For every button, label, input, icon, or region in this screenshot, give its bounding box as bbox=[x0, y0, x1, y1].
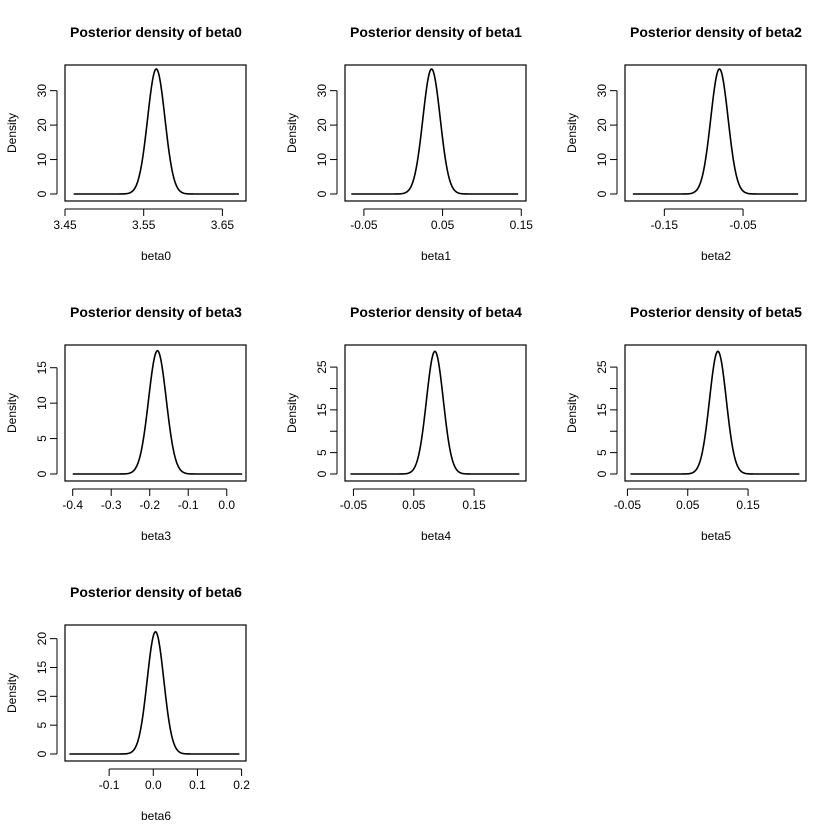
y-tick-label: 15 bbox=[315, 403, 329, 417]
y-axis-label: Density bbox=[565, 393, 579, 433]
x-tick-label: 0.15 bbox=[510, 218, 534, 232]
y-tick-label: 0 bbox=[315, 470, 329, 477]
y-tick-label: 15 bbox=[35, 361, 49, 375]
x-tick-label: -0.15 bbox=[651, 218, 679, 232]
y-axis-label: Density bbox=[5, 393, 19, 433]
density-curve bbox=[73, 68, 240, 195]
x-axis-label: beta1 bbox=[421, 249, 451, 263]
y-tick-label: 15 bbox=[595, 403, 609, 417]
y-tick-label: 10 bbox=[35, 396, 49, 410]
density-panel-2: Posterior density of beta2 -0.15 -0.05 beta… bbox=[565, 24, 807, 263]
x-tick-label: 0.15 bbox=[462, 498, 486, 512]
y-tick-label: 30 bbox=[595, 84, 609, 98]
y-tick-label: 5 bbox=[595, 449, 609, 456]
x-axis-label: beta5 bbox=[701, 529, 731, 543]
y-tick-label: 20 bbox=[315, 118, 329, 132]
x-tick-label: 0.15 bbox=[736, 498, 760, 512]
x-tick-label: 0.05 bbox=[676, 498, 700, 512]
x-axis-label: beta4 bbox=[421, 529, 451, 543]
chart-title: Posterior density of beta0 bbox=[70, 24, 242, 40]
plot-frame bbox=[344, 344, 527, 482]
y-tick-label: 0 bbox=[595, 470, 609, 477]
density-curve bbox=[350, 350, 520, 475]
y-tick-label: 20 bbox=[595, 118, 609, 132]
x-tick-label: 3.65 bbox=[211, 218, 235, 232]
density-panel-3: Posterior density of beta3 -0.4 -0.3 -0.2 -0… bbox=[5, 304, 247, 543]
plot-frame bbox=[624, 64, 807, 202]
y-axis-label: Density bbox=[5, 673, 19, 713]
density-panel-5: Posterior density of beta5 -0.05 0.05 0.15 b… bbox=[565, 304, 807, 543]
density-curve bbox=[72, 349, 243, 475]
x-tick-label: 0.2 bbox=[233, 778, 250, 792]
x-tick-label: 0.0 bbox=[145, 778, 162, 792]
x-tick-label: -0.3 bbox=[101, 498, 122, 512]
chart-title: Posterior density of beta1 bbox=[350, 24, 522, 40]
density-curve bbox=[351, 68, 519, 195]
plot-frame bbox=[624, 344, 807, 482]
x-tick-label: -0.05 bbox=[729, 218, 757, 232]
y-axis-label: Density bbox=[285, 113, 299, 153]
x-axis-label: beta0 bbox=[141, 249, 171, 263]
y-tick-label: 5 bbox=[35, 722, 49, 729]
x-tick-label: -0.1 bbox=[178, 498, 199, 512]
y-tick-label: 0 bbox=[35, 750, 49, 757]
chart-title: Posterior density of beta5 bbox=[630, 304, 802, 320]
y-tick-label: 30 bbox=[35, 84, 49, 98]
y-tick-label: 10 bbox=[315, 153, 329, 167]
density-panel-4: Posterior density of beta4 -0.05 0.05 0.15 b… bbox=[285, 304, 527, 543]
x-axis-label: beta2 bbox=[701, 249, 731, 263]
density-panel-1: Posterior density of beta1 -0.05 0.05 0.15 b… bbox=[285, 24, 533, 263]
y-tick-label: 20 bbox=[35, 118, 49, 132]
y-tick-label: 5 bbox=[35, 435, 49, 442]
y-tick-label: 15 bbox=[35, 660, 49, 674]
plot-frame bbox=[64, 624, 247, 762]
y-tick-label: 20 bbox=[35, 632, 49, 646]
x-tick-label: 3.55 bbox=[132, 218, 156, 232]
x-tick-label: -0.1 bbox=[99, 778, 120, 792]
x-axis-label: beta3 bbox=[141, 529, 171, 543]
chart-title: Posterior density of beta2 bbox=[630, 24, 802, 40]
x-tick-label: 0.0 bbox=[218, 498, 235, 512]
y-tick-label: 0 bbox=[35, 470, 49, 477]
x-tick-label: -0.05 bbox=[340, 498, 368, 512]
plot-frame bbox=[64, 64, 247, 202]
y-tick-label: 10 bbox=[595, 153, 609, 167]
x-tick-label: -0.05 bbox=[614, 498, 642, 512]
x-tick-label: -0.05 bbox=[350, 218, 378, 232]
plot-frame bbox=[64, 344, 247, 482]
x-tick-label: 0.05 bbox=[402, 498, 426, 512]
chart-title: Posterior density of beta3 bbox=[70, 304, 242, 320]
y-axis-label: Density bbox=[565, 113, 579, 153]
x-tick-label: -0.2 bbox=[139, 498, 160, 512]
x-tick-label: -0.4 bbox=[62, 498, 83, 512]
chart-title: Posterior density of beta4 bbox=[350, 304, 522, 320]
chart-title: Posterior density of beta6 bbox=[70, 584, 242, 600]
y-tick-label: 25 bbox=[595, 360, 609, 374]
density-curve bbox=[69, 631, 240, 755]
y-axis-label: Density bbox=[285, 393, 299, 433]
plot-frame bbox=[344, 64, 527, 202]
y-tick-label: 10 bbox=[35, 689, 49, 703]
y-tick-label: 10 bbox=[35, 153, 49, 167]
y-tick-label: 30 bbox=[315, 84, 329, 98]
y-tick-label: 0 bbox=[595, 190, 609, 197]
density-curve bbox=[630, 350, 800, 475]
y-tick-label: 5 bbox=[315, 449, 329, 456]
x-tick-label: 0.05 bbox=[431, 218, 455, 232]
y-axis-label: Density bbox=[5, 113, 19, 153]
y-tick-label: 0 bbox=[315, 190, 329, 197]
density-curve bbox=[632, 68, 799, 195]
x-tick-label: 3.45 bbox=[53, 218, 77, 232]
x-tick-label: 0.1 bbox=[189, 778, 206, 792]
y-tick-label: 25 bbox=[315, 360, 329, 374]
x-axis-label: beta6 bbox=[141, 809, 171, 823]
density-panel-0: Posterior density of beta0 3.45 3.55 3.65 be… bbox=[5, 24, 247, 263]
y-tick-label: 0 bbox=[35, 190, 49, 197]
density-panel-6: Posterior density of beta6 -0.1 0.0 0.1 0.2 b… bbox=[5, 584, 250, 823]
